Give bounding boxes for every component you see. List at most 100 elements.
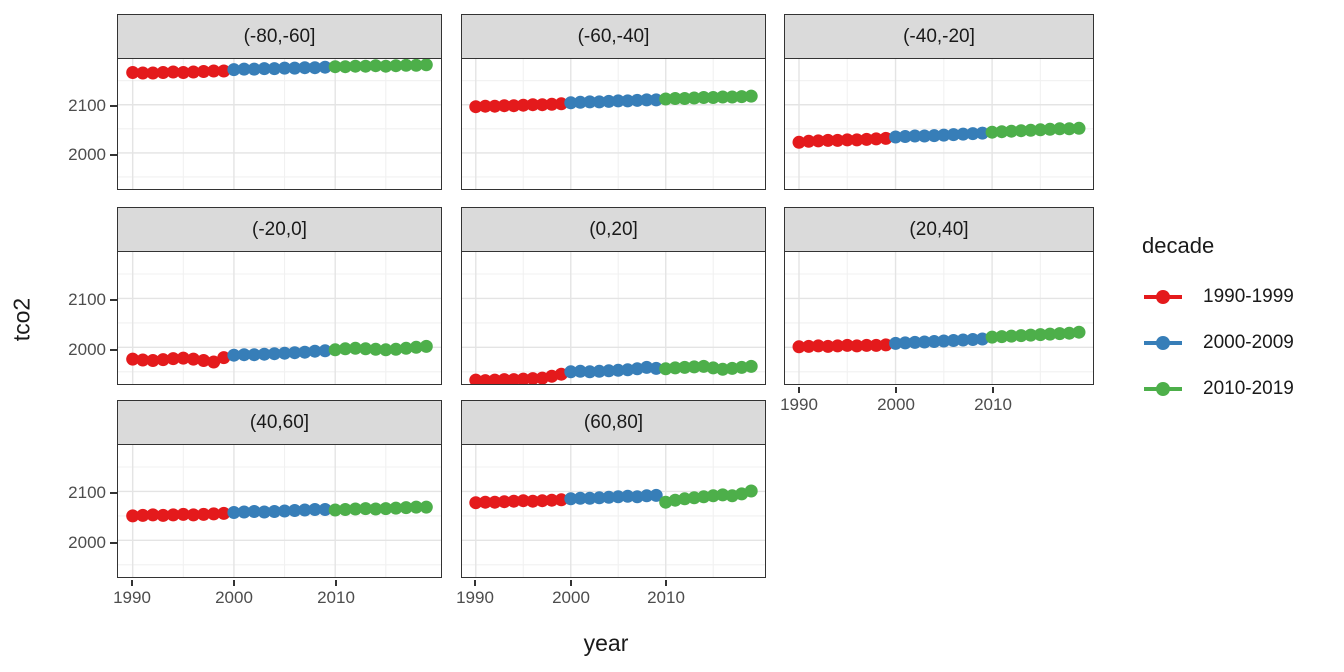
data-point bbox=[725, 90, 739, 104]
facet-panel bbox=[117, 58, 442, 191]
data-point bbox=[399, 342, 413, 356]
facet-cell: (0,20] bbox=[461, 207, 766, 386]
x-tick-mark bbox=[131, 580, 133, 586]
data-point bbox=[197, 508, 211, 522]
data-point bbox=[927, 335, 941, 349]
data-point bbox=[257, 348, 271, 362]
x-tick-label: 2010 bbox=[647, 588, 685, 607]
facet-panel bbox=[461, 251, 766, 386]
facet-strip-label: (0,20] bbox=[589, 219, 638, 240]
data-point bbox=[207, 64, 221, 78]
data-point bbox=[419, 340, 433, 354]
data-point bbox=[369, 502, 383, 516]
x-tick-mark bbox=[992, 387, 994, 393]
data-point bbox=[1033, 123, 1047, 137]
data-point bbox=[146, 354, 160, 368]
facet-panel bbox=[461, 58, 766, 191]
data-point bbox=[898, 130, 912, 144]
data-point bbox=[564, 492, 578, 506]
legend-entry: 2000-2009 bbox=[1140, 329, 1294, 357]
legend-entry: 1990-1999 bbox=[1140, 283, 1294, 311]
data-point bbox=[821, 340, 835, 354]
facet-strip: (-40,-20] bbox=[784, 14, 1094, 60]
y-tick-mark bbox=[110, 542, 117, 544]
data-point bbox=[359, 60, 373, 74]
facet-panel bbox=[461, 444, 766, 579]
data-point bbox=[328, 343, 342, 357]
data-point bbox=[918, 129, 931, 143]
data-point bbox=[860, 339, 874, 353]
facet-strip: (40,60] bbox=[117, 400, 442, 446]
data-point bbox=[1024, 329, 1038, 343]
data-point bbox=[516, 99, 530, 113]
data-point bbox=[207, 355, 221, 369]
data-point bbox=[697, 490, 711, 504]
data-point bbox=[186, 353, 200, 367]
facet-strip-label: (40,60] bbox=[249, 412, 310, 433]
data-point bbox=[678, 361, 692, 375]
legend-label: 2000-2009 bbox=[1203, 332, 1294, 353]
data-point bbox=[995, 330, 1009, 344]
facet-strip: (60,80] bbox=[461, 400, 766, 446]
data-point bbox=[956, 128, 970, 142]
data-point bbox=[869, 339, 883, 353]
y-tick-label: 2100 bbox=[68, 290, 106, 309]
data-point bbox=[630, 94, 644, 108]
data-point bbox=[227, 63, 241, 77]
data-point bbox=[640, 361, 654, 375]
data-point bbox=[706, 361, 720, 375]
data-point bbox=[678, 92, 692, 106]
facet-plot bbox=[118, 59, 441, 190]
y-tick-label: 2100 bbox=[68, 483, 106, 502]
data-point bbox=[156, 353, 170, 367]
data-point bbox=[288, 346, 302, 360]
data-point bbox=[348, 342, 362, 356]
data-point bbox=[197, 65, 211, 79]
data-point bbox=[879, 132, 893, 146]
data-point bbox=[687, 91, 701, 105]
facet-strip-label: (-60,-40] bbox=[577, 26, 650, 47]
data-point bbox=[247, 348, 261, 362]
data-point bbox=[308, 503, 322, 517]
data-point bbox=[278, 347, 292, 361]
data-point bbox=[237, 348, 251, 362]
data-point bbox=[186, 65, 200, 79]
data-point bbox=[879, 338, 893, 352]
data-point bbox=[889, 337, 903, 351]
data-point bbox=[583, 365, 597, 379]
facet-panel bbox=[784, 58, 1094, 191]
data-point bbox=[497, 99, 511, 113]
data-point bbox=[409, 501, 423, 515]
facet-strip-label: (-40,-20] bbox=[903, 26, 975, 47]
data-point bbox=[369, 59, 383, 73]
data-point bbox=[379, 502, 393, 516]
data-point bbox=[725, 362, 739, 376]
data-point bbox=[389, 343, 403, 357]
data-point bbox=[697, 91, 711, 105]
data-point bbox=[247, 505, 261, 519]
data-point bbox=[621, 490, 635, 504]
data-point bbox=[126, 509, 140, 523]
data-point bbox=[545, 98, 559, 112]
data-point bbox=[611, 364, 625, 378]
y-tick-mark bbox=[110, 492, 117, 494]
data-point bbox=[1014, 329, 1028, 343]
data-point bbox=[136, 509, 150, 523]
data-point bbox=[1053, 122, 1067, 136]
data-point bbox=[716, 90, 730, 104]
data-point bbox=[621, 94, 635, 108]
facet-strip: (-20,0] bbox=[117, 207, 442, 253]
y-tick-label: 2000 bbox=[68, 340, 106, 359]
data-point bbox=[227, 506, 241, 520]
data-point bbox=[668, 361, 682, 375]
data-point bbox=[602, 491, 616, 505]
facet-plot bbox=[785, 59, 1093, 190]
data-point bbox=[975, 332, 989, 346]
data-point bbox=[197, 354, 211, 368]
data-point bbox=[937, 334, 951, 348]
x-tick-mark bbox=[665, 580, 667, 586]
data-point bbox=[668, 494, 682, 508]
data-point bbox=[156, 509, 170, 523]
facet-cell: (-80,-60] bbox=[117, 14, 442, 191]
